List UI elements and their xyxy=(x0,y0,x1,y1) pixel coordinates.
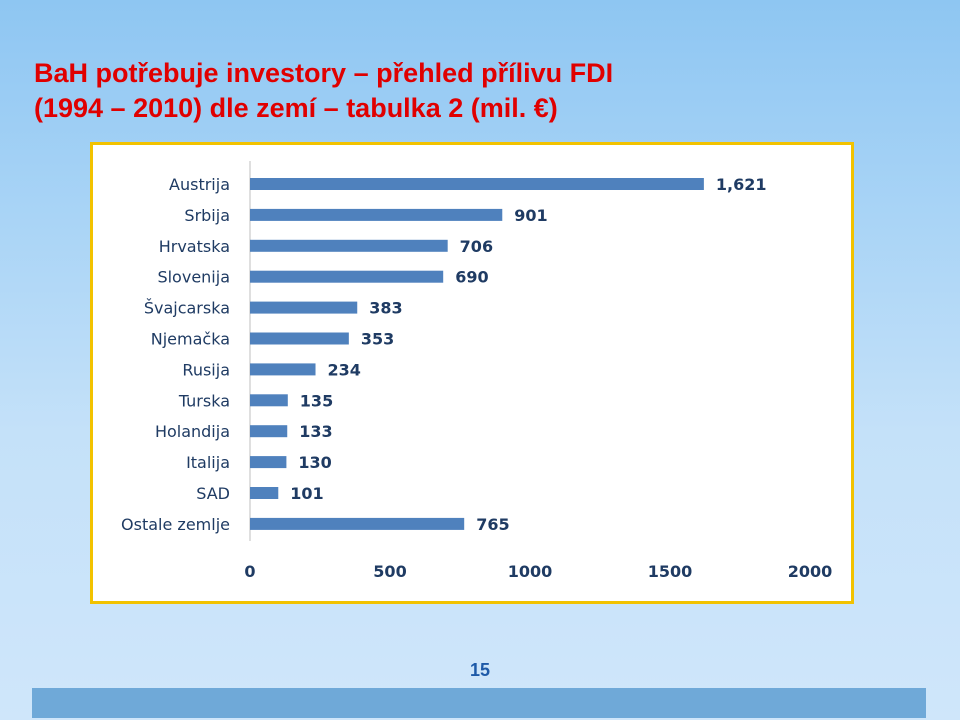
bar-ostale-zemlje xyxy=(250,517,465,530)
value-label-švajcarska: 383 xyxy=(369,299,402,318)
x-tick-label-2000: 2000 xyxy=(788,562,833,581)
category-label-austrija: Austrija xyxy=(169,175,230,194)
page-number: 15 xyxy=(469,660,491,680)
category-label-švajcarska: Švajcarska xyxy=(144,299,230,318)
bar-austrija xyxy=(250,178,704,190)
bar-holandija xyxy=(250,425,288,438)
title-line-1: BaH potřebuje investory – přehled příliv… xyxy=(34,58,614,88)
value-label-italija: 130 xyxy=(298,453,331,472)
category-label-slovenija: Slovenija xyxy=(157,268,230,287)
x-tick-label-1500: 1500 xyxy=(648,562,693,581)
bar-italija xyxy=(250,456,287,469)
category-label-holandija: Holandija xyxy=(155,422,230,441)
value-label-ostale-zemlje: 765 xyxy=(476,515,509,534)
x-tick-label-500: 500 xyxy=(373,562,406,581)
value-label-turska: 135 xyxy=(300,391,333,410)
value-label-austrija: 1,621 xyxy=(716,175,767,194)
bar-turska xyxy=(250,394,288,407)
category-label-njemačka: Njemačka xyxy=(151,330,230,349)
fdi-bar-chart: Austrija 1,621 Srbija 901 Hrvatska 706 Sloveni… xyxy=(121,161,833,581)
category-label-srbija: Srbija xyxy=(184,206,230,225)
footer-bar xyxy=(32,688,926,718)
category-label-hrvatska: Hrvatska xyxy=(159,237,230,256)
value-label-sad: 101 xyxy=(290,484,323,503)
title-line-2: (1994 – 2010) dle zemí – tabulka 2 (mil.… xyxy=(34,93,558,123)
chart-frame: Austrija 1,621 Srbija 901 Hrvatska 706 Sloveni… xyxy=(90,142,854,604)
category-label-rusija: Rusija xyxy=(182,360,230,379)
value-label-slovenija: 690 xyxy=(455,268,488,287)
category-label-ostale-zemlje: Ostale zemlje xyxy=(121,515,230,534)
bar-njemačka xyxy=(250,332,349,345)
category-label-sad: SAD xyxy=(196,484,230,503)
bar-srbija xyxy=(250,208,503,221)
value-label-holandija: 133 xyxy=(299,422,332,441)
value-label-srbija: 901 xyxy=(514,206,547,225)
slide-title: BaH potřebuje investory – přehled příliv… xyxy=(34,56,934,126)
bar-hrvatska xyxy=(250,239,448,252)
x-tick-label-0: 0 xyxy=(244,562,255,581)
bar-rusija xyxy=(250,363,316,376)
category-label-turska: Turska xyxy=(178,391,230,410)
x-tick-label-1000: 1000 xyxy=(508,562,553,581)
value-label-hrvatska: 706 xyxy=(460,237,493,256)
value-label-rusija: 234 xyxy=(328,360,361,379)
bar-švajcarska xyxy=(250,301,358,314)
bar-slovenija xyxy=(250,270,444,283)
value-label-njemačka: 353 xyxy=(361,330,394,349)
bar-sad xyxy=(250,487,279,499)
category-label-italija: Italija xyxy=(186,453,230,472)
